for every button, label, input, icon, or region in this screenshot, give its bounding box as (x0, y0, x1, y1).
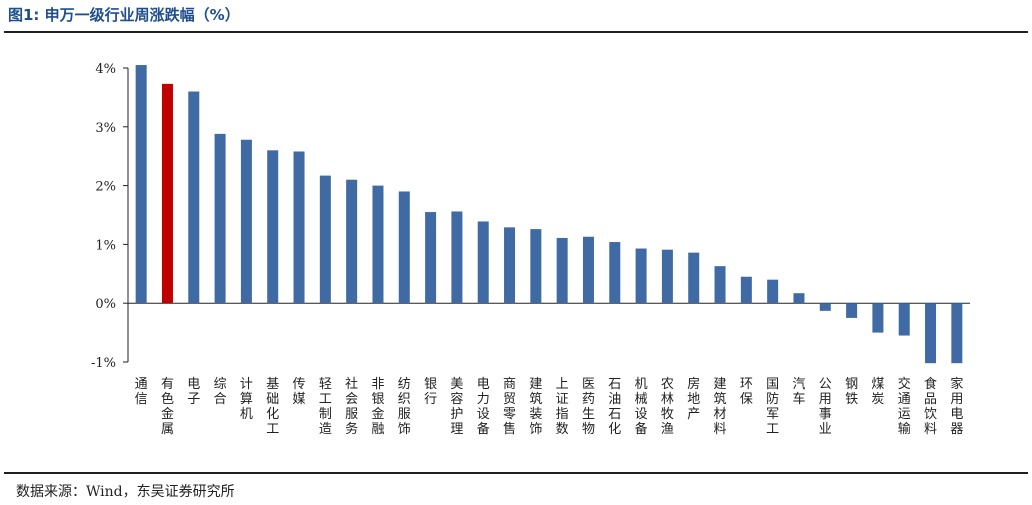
category-label: 汽车 (792, 377, 805, 407)
category-label: 美容护理 (450, 377, 463, 437)
category-label: 煤炭 (871, 377, 884, 407)
category-label: 有色金属 (161, 377, 174, 437)
bar-1 (135, 65, 147, 304)
bar-12 (425, 212, 437, 304)
category-label: 轻工制造 (319, 377, 332, 437)
bar-7 (293, 151, 305, 304)
category-label: 机械设备 (635, 377, 648, 437)
category-label: 银行 (424, 377, 437, 407)
category-label: 交通运输 (898, 376, 911, 437)
bar-3 (188, 91, 200, 304)
category-label: 建筑材料 (714, 377, 727, 437)
category-label: 钢铁 (845, 377, 858, 407)
bar-28 (846, 303, 858, 318)
y-tick-labels: -1% 0% 1% 2% 3% 4% (91, 62, 116, 371)
bar-25 (767, 279, 779, 304)
category-label: 家用电器 (950, 376, 963, 437)
bar-26 (793, 293, 805, 304)
category-label: 电子 (187, 377, 200, 407)
category-label: 商贸零售 (503, 377, 516, 437)
y-tick-label: 0% (95, 297, 116, 312)
bar-5 (240, 139, 252, 304)
bar-18 (582, 236, 594, 304)
category-label: 建筑装饰 (529, 377, 542, 437)
bar-13 (451, 211, 463, 304)
bar-27 (819, 303, 831, 311)
y-tick-label: -1% (91, 356, 116, 371)
category-label: 医药生物 (582, 377, 595, 437)
category-label: 计算机 (240, 377, 253, 422)
bar-31 (925, 303, 937, 364)
bar-4 (214, 133, 226, 304)
category-label: 基础化工 (266, 377, 279, 437)
category-label: 上证指数 (556, 377, 569, 437)
category-label: 纺织服饰 (398, 377, 411, 437)
y-tick-label: 4% (95, 62, 116, 77)
bar-2 (161, 83, 173, 304)
source-note: 数据来源：Wind，东吴证券研究所 (16, 484, 235, 500)
bar-19 (609, 242, 621, 304)
bar-6 (267, 150, 279, 304)
category-label: 环保 (740, 377, 753, 407)
bar-16 (530, 229, 542, 304)
category-label: 通信 (135, 377, 148, 407)
category-label: 房地产 (687, 376, 700, 422)
bar-8 (319, 175, 331, 304)
bar-17 (556, 237, 568, 304)
category-label: 食品饮料 (924, 376, 937, 437)
bar-20 (635, 248, 647, 304)
chart-bars (135, 65, 963, 364)
bar-23 (714, 266, 726, 304)
bar-32 (951, 303, 963, 364)
bar-22 (688, 252, 700, 304)
category-label: 电力设备 (477, 377, 490, 437)
bar-9 (346, 179, 358, 304)
category-label: 公用事业 (819, 377, 832, 437)
bar-24 (740, 276, 752, 304)
category-label: 传媒 (293, 377, 306, 407)
bar-29 (872, 303, 884, 333)
bar-30 (898, 303, 910, 336)
category-label: 石油石化 (608, 377, 621, 437)
top-divider (4, 31, 1028, 33)
y-tick-label: 2% (95, 180, 116, 195)
bottom-divider (4, 472, 1028, 474)
category-label: 农林牧渔 (661, 377, 674, 437)
figure-title: 图1: 申万一级行业周涨跌幅（%） (8, 6, 240, 24)
category-label: 社会服务 (345, 376, 358, 437)
y-tick-label: 3% (95, 121, 116, 136)
bar-11 (398, 191, 410, 304)
y-tick-label: 1% (95, 238, 116, 253)
category-label: 国防军工 (766, 377, 779, 437)
bar-14 (477, 221, 489, 304)
category-label: 综合 (214, 377, 227, 407)
bar-21 (661, 249, 673, 304)
bar-10 (372, 185, 384, 304)
category-label: 非银金融 (371, 377, 384, 437)
bar-15 (504, 227, 516, 304)
